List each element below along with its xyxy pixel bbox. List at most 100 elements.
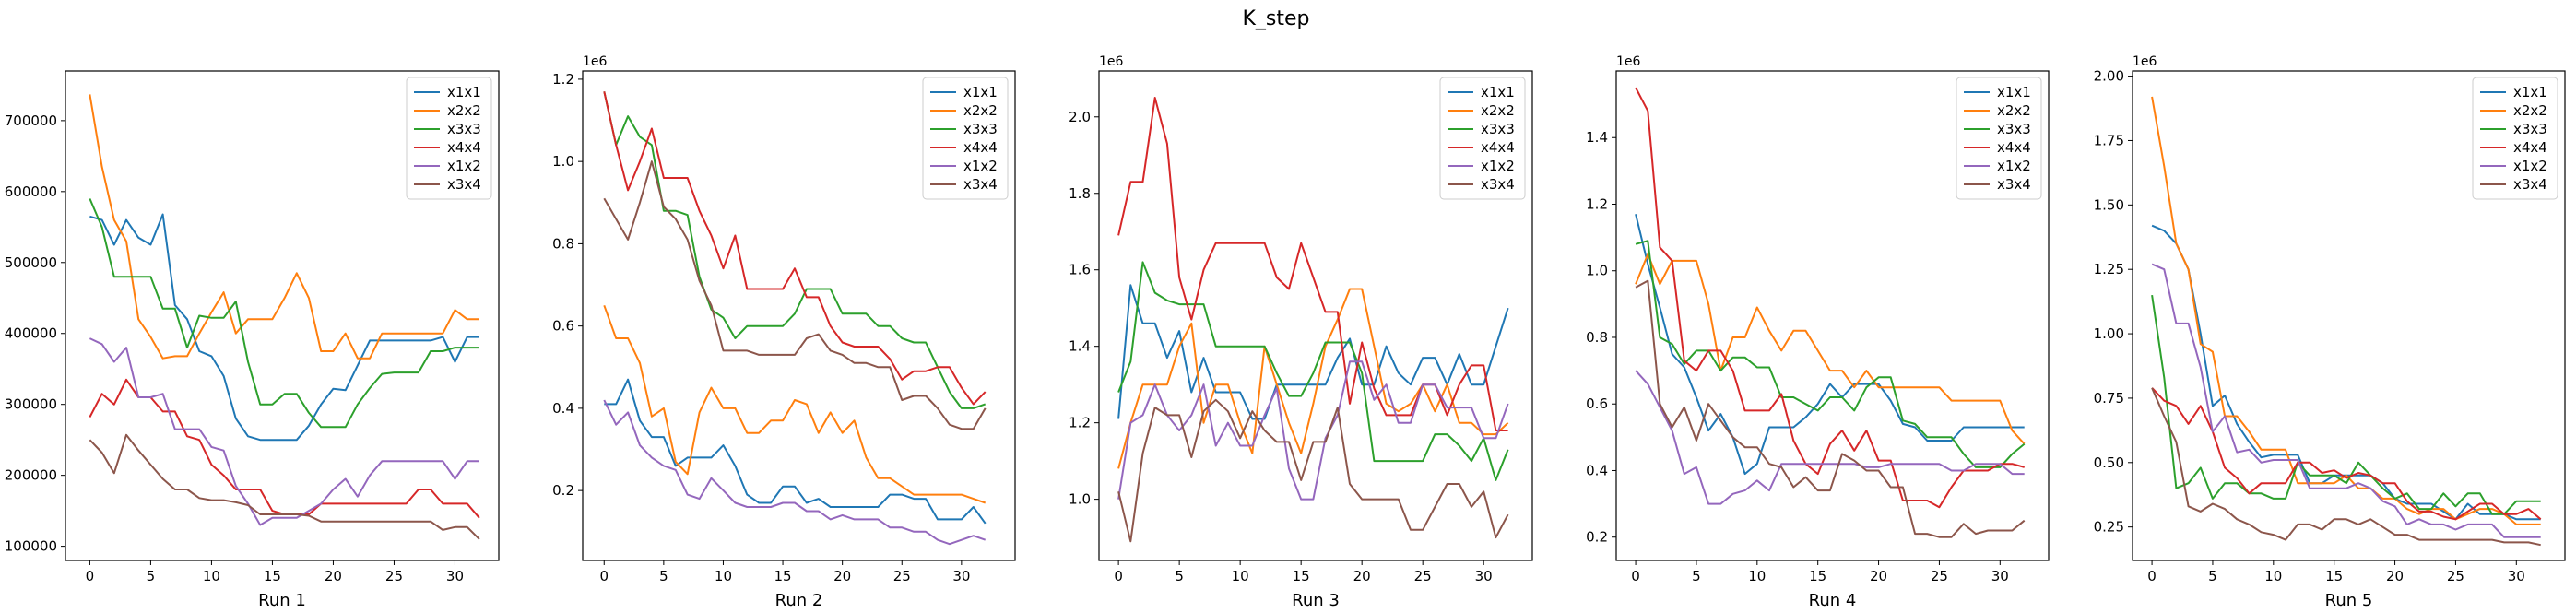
x-tick-label: 30	[952, 568, 970, 584]
figure-title: K_step	[1242, 7, 1309, 30]
y-offset-text: 1e6	[583, 54, 608, 69]
x-tick-label: 20	[833, 568, 851, 584]
y-tick-label: 0.50	[2094, 454, 2124, 471]
series-line-x1x1	[1635, 214, 2025, 476]
series-line-x3x3	[1117, 261, 1509, 481]
y-tick-label: 700000	[5, 112, 57, 129]
y-tick-label: 1.75	[2094, 132, 2124, 148]
legend-label-x1x2: x1x2	[2513, 158, 2547, 174]
y-tick-label: 0.6	[1586, 395, 1608, 412]
legend-label-x1x2: x1x2	[1481, 158, 1515, 174]
series-line-x2x2	[1635, 253, 2026, 445]
y-tick-label: 1.0	[1069, 491, 1091, 508]
series-line-x1x1	[1117, 284, 1509, 420]
legend-label-x4x4: x4x4	[1481, 139, 1515, 156]
legend-frame	[1956, 77, 2042, 200]
legend-label-x3x4: x3x4	[2513, 176, 2547, 193]
y-tick-label: 0.8	[552, 235, 574, 252]
legend-label-x3x4: x3x4	[1997, 176, 2031, 193]
x-axis-label: Run 1	[258, 591, 306, 610]
y-tick-label: 200000	[5, 467, 57, 484]
y-tick-label: 500000	[5, 254, 57, 271]
y-tick-label: 1.2	[552, 71, 574, 88]
legend-frame	[2472, 77, 2558, 200]
x-tick-label: 30	[1475, 568, 1493, 584]
axes-frame	[65, 70, 500, 561]
y-tick-label: 600000	[5, 183, 57, 200]
y-tick-label: 0.2	[552, 482, 574, 499]
legend-label-x3x3: x3x3	[963, 121, 998, 137]
legend-label-x3x4: x3x4	[447, 176, 481, 193]
subplots: 0 5 10 15 20 25 301000002000003000004000005000…	[5, 54, 2566, 610]
y-tick-label: 1.50	[2094, 196, 2124, 213]
series-lines	[89, 94, 480, 540]
series-line-x4x4	[1117, 97, 1508, 431]
y-tick-label: 1.4	[1069, 338, 1091, 355]
legend-label-x1x2: x1x2	[963, 158, 998, 174]
series-lines	[603, 91, 987, 546]
x-tick-label: 5	[147, 568, 156, 584]
x-tick-label: 5	[659, 568, 668, 584]
series-line-x4x4	[89, 378, 480, 519]
x-tick-label: 10	[2264, 568, 2282, 584]
x-tick-label: 0	[2147, 568, 2157, 584]
series-line-x3x4	[1635, 279, 2026, 538]
axes-frame	[582, 70, 1016, 561]
axes-frame	[1098, 70, 1533, 561]
y-tick-label: 300000	[5, 396, 57, 413]
legend-label-x1x1: x1x1	[1997, 84, 2031, 100]
series-line-x1x2	[603, 399, 987, 546]
x-tick-label: 0	[1631, 568, 1640, 584]
legend-frame	[1439, 77, 1526, 200]
x-tick-label: 15	[264, 568, 281, 584]
series-line-x1x2	[2151, 263, 2541, 538]
series-line-x3x4	[89, 433, 480, 540]
axes-frame	[1615, 70, 2050, 561]
x-tick-label: 20	[325, 568, 342, 584]
x-tick-label: 30	[446, 568, 464, 584]
y-tick-label: 2.00	[2094, 68, 2124, 85]
legend-frame	[406, 77, 492, 200]
series-line-x3x3	[89, 198, 479, 429]
subplot-1: 0 5 10 15 20 25 30 100000 200000 300000 400000 5000…	[5, 70, 500, 610]
legend-label-x3x3: x3x3	[1997, 121, 2031, 137]
y-tick-label: 0.4	[1586, 462, 1608, 478]
y-tick-label: 0.2	[1586, 529, 1608, 546]
x-tick-label: 15	[1809, 568, 1826, 584]
x-tick-label: 20	[1870, 568, 1887, 584]
x-axis-label: Run 3	[1292, 591, 1340, 610]
x-tick-label: 5	[1692, 568, 1701, 584]
series-line-x4x4	[603, 91, 987, 406]
x-tick-label: 5	[2208, 568, 2217, 584]
y-tick-label: 1.2	[1586, 195, 1608, 212]
axes-frame	[2132, 70, 2566, 561]
legend-label-x4x4: x4x4	[2513, 139, 2547, 156]
y-tick-label: 0.25	[2094, 519, 2124, 536]
x-tick-label: 10	[1748, 568, 1766, 584]
series-line-x2x2	[89, 94, 479, 360]
x-tick-label: 20	[2386, 568, 2404, 584]
series-line-x3x4	[1117, 398, 1509, 543]
series-line-x1x2	[1635, 370, 2025, 505]
series-line-x2x2	[1117, 288, 1509, 469]
legend: x1x1 x2x2 x3x3 x4x4 x1x2 x3x4	[2472, 77, 2558, 200]
y-tick-label: 1.4	[1586, 129, 1608, 146]
x-tick-label: 20	[1353, 568, 1371, 584]
legend-label-x2x2: x2x2	[1997, 102, 2031, 119]
series-line-x1x2	[1117, 360, 1509, 501]
x-tick-label: 15	[2325, 568, 2343, 584]
series-line-x1x2	[89, 337, 479, 526]
x-axis-label: Run 4	[1809, 591, 1857, 610]
y-offset-text: 1e6	[1099, 54, 1124, 69]
x-axis-label: Run 2	[775, 591, 823, 610]
legend-label-x4x4: x4x4	[1997, 139, 2031, 156]
legend: x1x1 x2x2 x3x3 x4x4 x1x2 x3x4	[1439, 77, 1526, 200]
y-offset-text: 1e6	[2133, 54, 2157, 69]
legend-label-x3x4: x3x4	[963, 176, 998, 193]
y-tick-label: 100000	[5, 538, 57, 555]
x-tick-label: 10	[203, 568, 220, 584]
legend-label-x3x3: x3x3	[1481, 121, 1515, 137]
y-tick-label: 1.25	[2094, 261, 2124, 277]
series-line-x4x4	[1635, 87, 2025, 509]
